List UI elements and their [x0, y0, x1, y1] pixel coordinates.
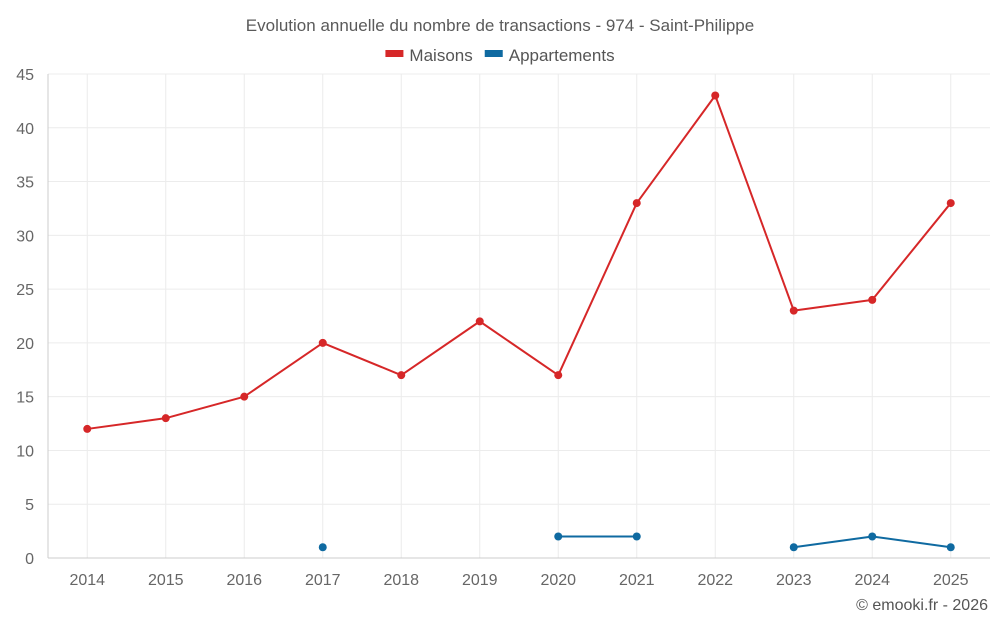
y-tick-label-5: 5: [25, 497, 34, 514]
x-tick-label-2019: 2019: [462, 572, 498, 589]
y-tick-label-40: 40: [16, 121, 34, 138]
y-tick-label-25: 25: [16, 282, 34, 299]
y-tick-label-15: 15: [16, 390, 34, 407]
series-appartements: [318, 532, 955, 552]
series-group: [83, 91, 955, 552]
legend-label-maisons: Maisons: [409, 46, 472, 65]
data-point-maisons-2020: [554, 371, 563, 380]
data-point-appartements-2017: [318, 543, 327, 552]
y-tick-label-45: 45: [16, 67, 34, 84]
data-point-maisons-2022: [711, 91, 720, 100]
x-tick-label-2024: 2024: [854, 572, 890, 589]
x-tick-label-2016: 2016: [226, 572, 262, 589]
data-point-maisons-2015: [161, 414, 170, 423]
y-tick-label-0: 0: [25, 551, 34, 568]
legend-swatch-appartements: [484, 50, 503, 57]
data-point-maisons-2017: [318, 338, 327, 347]
y-tick-label-10: 10: [16, 443, 34, 460]
data-point-maisons-2016: [240, 392, 249, 401]
y-tick-label-35: 35: [16, 175, 34, 192]
grid: [48, 73, 990, 558]
data-point-maisons-2014: [83, 424, 92, 433]
data-point-maisons-2021: [632, 199, 641, 208]
data-point-appartements-2025: [946, 543, 955, 552]
x-tick-label-2022: 2022: [697, 572, 733, 589]
y-tick-label-20: 20: [16, 336, 34, 353]
x-tick-label-2018: 2018: [383, 572, 419, 589]
data-point-appartements-2020: [554, 532, 563, 541]
data-point-appartements-2021: [632, 532, 641, 541]
y-tick-label-30: 30: [16, 228, 34, 245]
legend-item-appartements: Appartements: [484, 46, 615, 65]
x-tick-label-2015: 2015: [148, 572, 184, 589]
data-point-appartements-2024: [868, 532, 877, 541]
series-line-maisons-0: [87, 94, 952, 430]
data-point-maisons-2024: [868, 295, 877, 304]
x-tick-label-2021: 2021: [619, 572, 655, 589]
series-maisons: [83, 91, 955, 433]
data-point-appartements-2023: [789, 543, 798, 552]
legend: Maisons Appartements: [385, 46, 615, 65]
data-point-maisons-2019: [475, 317, 484, 326]
chart-title: Evolution annuelle du nombre de transact…: [246, 16, 754, 35]
data-point-maisons-2023: [789, 306, 798, 315]
x-tick-label-2014: 2014: [69, 572, 105, 589]
data-point-maisons-2018: [397, 371, 406, 380]
legend-label-appartements: Appartements: [509, 46, 615, 65]
x-tick-label-2023: 2023: [776, 572, 812, 589]
credit-text: © emooki.fr - 2026: [856, 597, 988, 614]
x-tick-label-2020: 2020: [540, 572, 576, 589]
legend-item-maisons: Maisons: [385, 46, 473, 65]
x-tick-label-2017: 2017: [305, 572, 341, 589]
x-tick-label-2025: 2025: [933, 572, 969, 589]
legend-swatch-maisons: [385, 50, 404, 57]
data-point-maisons-2025: [946, 199, 955, 208]
